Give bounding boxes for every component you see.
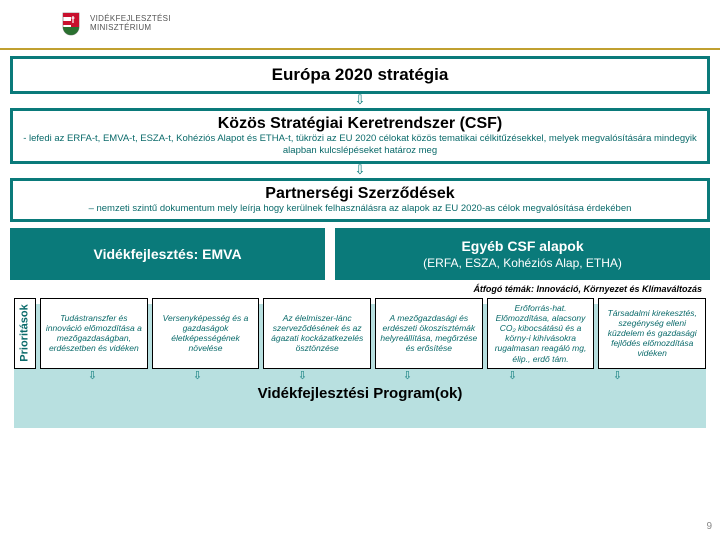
cross-cutting-themes: Átfogó témák: Innováció, Környezet és Kl… — [10, 280, 710, 296]
priority-text: Tudástranszfer és innováció előmozdítása… — [44, 313, 144, 354]
ministry-header: VIDÉKFEJLESZTÉSI MINISZTÉRIUM — [0, 0, 720, 50]
ministry-line2: MINISZTÉRIUM — [90, 24, 171, 33]
priorities-section: Prioritások Tudástranszfer és innováció … — [10, 298, 710, 402]
emva-title: Vidékfejlesztés: EMVA — [18, 246, 317, 262]
ministry-name: VIDÉKFEJLESZTÉSI MINISZTÉRIUM — [90, 15, 171, 33]
arrow-icon: ⇩ — [403, 369, 412, 379]
priorities-label: Prioritások — [14, 298, 36, 369]
program-title: Vidékfejlesztési Program(ok) — [10, 385, 710, 402]
box-other-csf: Egyéb CSF alapok (ERFA, ESZA, Kohéziós A… — [335, 228, 710, 280]
priorities-row: Prioritások Tudástranszfer és innováció … — [10, 298, 710, 369]
arrow-icon: ⇩ — [298, 369, 307, 379]
priority-box: Az élelmiszer-lánc szerveződésének és az… — [263, 298, 371, 369]
eu2020-title: Európa 2020 stratégia — [17, 65, 703, 85]
priority-box: A mezőgazdasági és erdészeti ökoszisztém… — [375, 298, 483, 369]
priority-text: Társadalmi kirekesztés, szegénység ellen… — [602, 308, 702, 359]
arrow-icon: ⇩ — [10, 96, 710, 108]
partnership-title: Partnerségi Szerződések — [15, 185, 705, 203]
priority-text: Az élelmiszer-lánc szerveződésének és az… — [267, 313, 367, 354]
funds-row: Vidékfejlesztés: EMVA Egyéb CSF alapok (… — [10, 228, 710, 280]
priority-text: Versenyképesség és a gazdaságok életképe… — [156, 313, 256, 354]
diagram-main: Európa 2020 stratégia ⇩ Közös Stratégiai… — [0, 50, 720, 402]
partnership-subtitle: – nemzeti szintű dokumentum mely leírja … — [15, 203, 705, 215]
priority-box: Erőforrás-hat. Előmozdítása, alacsony CO… — [487, 298, 595, 369]
coat-of-arms-icon — [60, 10, 82, 38]
arrow-icon: ⇩ — [10, 166, 710, 178]
page-number: 9 — [706, 521, 712, 532]
other-csf-title: Egyéb CSF alapok — [343, 238, 702, 254]
arrow-icon: ⇩ — [88, 369, 97, 379]
box-partnership: Partnerségi Szerződések – nemzeti szintű… — [10, 178, 710, 222]
priority-box: Versenyképesség és a gazdaságok életképe… — [152, 298, 260, 369]
arrow-icon: ⇩ — [508, 369, 517, 379]
box-emva: Vidékfejlesztés: EMVA — [10, 228, 325, 280]
box-eu2020: Európa 2020 stratégia — [10, 56, 710, 94]
priority-text: Erőforrás-hat. Előmozdítása, alacsony CO… — [491, 303, 591, 364]
other-csf-sub: (ERFA, ESZA, Kohéziós Alap, ETHA) — [343, 256, 702, 270]
priority-arrows: ⇩ ⇩ ⇩ ⇩ ⇩ ⇩ — [10, 369, 710, 379]
arrow-icon: ⇩ — [193, 369, 202, 379]
priority-text: A mezőgazdasági és erdészeti ökoszisztém… — [379, 313, 479, 354]
csf-subtitle: - lefedi az ERFA-t, EMVA-t, ESZA-t, Kohé… — [15, 133, 705, 157]
priority-box: Társadalmi kirekesztés, szegénység ellen… — [598, 298, 706, 369]
box-csf: Közös Stratégiai Keretrendszer (CSF) - l… — [10, 108, 710, 164]
csf-title: Közös Stratégiai Keretrendszer (CSF) — [15, 115, 705, 133]
arrow-icon: ⇩ — [613, 369, 622, 379]
priority-box: Tudástranszfer és innováció előmozdítása… — [40, 298, 148, 369]
priorities-label-text: Prioritások — [19, 304, 31, 361]
